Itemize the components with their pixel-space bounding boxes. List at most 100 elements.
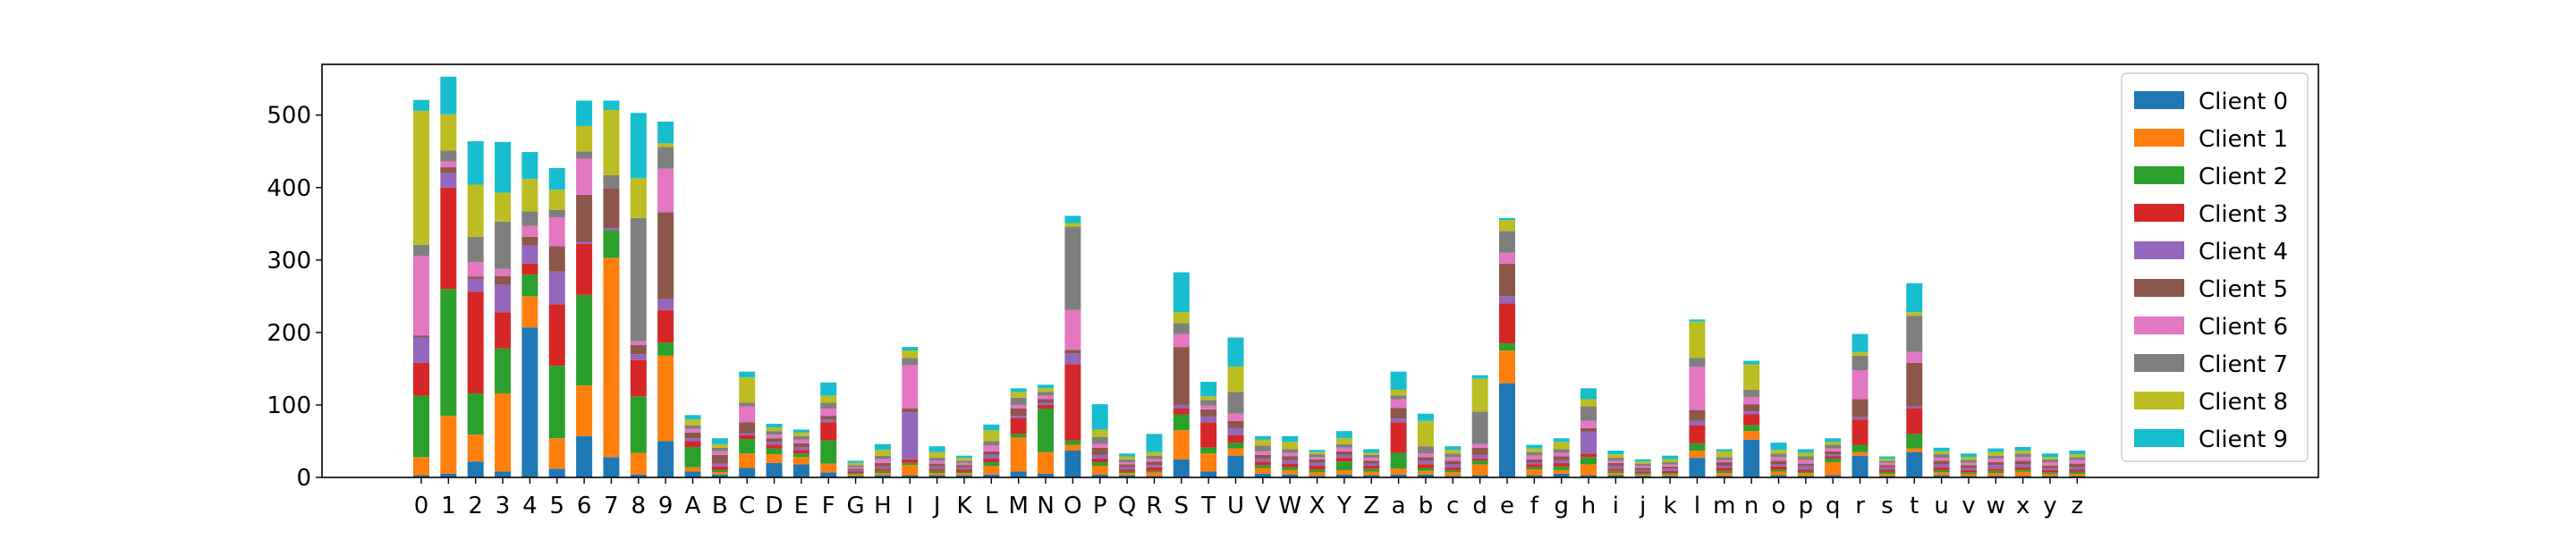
bar-segment-w-client-3 <box>1987 468 2004 471</box>
bar-segment-Q-client-9 <box>1119 453 1136 457</box>
legend-swatch <box>2134 354 2184 372</box>
bar-segment-r-client-4 <box>1852 417 1868 420</box>
bar-segment-Z-client-7 <box>1363 454 1380 459</box>
bar-segment-u-client-6 <box>1933 458 1950 461</box>
legend-label: Client 7 <box>2199 351 2288 378</box>
bar-segment-l-client-1 <box>1689 451 1706 459</box>
x-tick-label: c <box>1446 493 1459 519</box>
bar-segment-z-client-3 <box>2069 469 2086 472</box>
x-tick-label: 5 <box>549 493 564 519</box>
bar-segment-p-client-3 <box>1797 469 1814 472</box>
bar-segment-5-client-4 <box>548 271 565 305</box>
bar-segment-7-client-7 <box>603 175 620 189</box>
bar-segment-f-client-3 <box>1526 464 1543 468</box>
bar-segment-E-client-8 <box>792 432 809 436</box>
bar-segment-L-client-9 <box>983 424 1000 431</box>
bar-segment-n-client-6 <box>1743 397 1760 405</box>
bar-segment-w-client-6 <box>1987 458 2004 462</box>
bar-segment-1-client-2 <box>440 289 457 417</box>
bar-segment-w-client-2 <box>1987 470 2004 474</box>
bar-segment-l-client-6 <box>1689 366 1706 410</box>
bar-segment-Y-client-6 <box>1335 447 1352 451</box>
bar-segment-k-client-0 <box>1662 476 1679 477</box>
bar-segment-j-client-8 <box>1634 461 1651 464</box>
bar-segment-p-client-0 <box>1797 476 1814 477</box>
bar-segment-Q-client-6 <box>1119 461 1136 465</box>
bar-segment-p-client-6 <box>1797 460 1814 464</box>
x-tick-label: 4 <box>522 493 538 519</box>
bar-segment-M-client-6 <box>1010 404 1027 409</box>
bar-segment-z-client-2 <box>2069 471 2086 474</box>
bar-segment-E-client-6 <box>792 439 809 443</box>
bar-segment-G-client-3 <box>847 471 864 474</box>
bar-segment-4-client-5 <box>521 236 538 246</box>
bar-segment-4-client-3 <box>521 263 538 275</box>
bar-segment-o-client-9 <box>1770 443 1787 451</box>
bar-segment-Z-client-8 <box>1363 452 1380 455</box>
bar-segment-C-client-5 <box>739 422 756 434</box>
bar-segment-H-client-1 <box>874 473 891 476</box>
bar-segment-J-client-2 <box>928 470 945 474</box>
bar-segment-3-client-9 <box>495 141 512 193</box>
bar-segment-5-client-5 <box>548 246 565 272</box>
bar-segment-M-client-7 <box>1010 397 1027 405</box>
bar-segment-7-client-8 <box>603 110 620 176</box>
bar-segment-f-client-8 <box>1526 448 1543 452</box>
bar-segment-g-client-7 <box>1553 449 1570 453</box>
bar-segment-C-client-3 <box>739 435 756 440</box>
bar-segment-U-client-4 <box>1227 427 1244 435</box>
bar-segment-F-client-6 <box>820 409 837 417</box>
bar-segment-T-client-2 <box>1200 447 1217 454</box>
bar-segment-2-client-7 <box>467 236 484 263</box>
x-tick-label: C <box>739 493 755 519</box>
bar-segment-0-client-0 <box>413 475 429 477</box>
x-tick-label: x <box>2016 493 2029 519</box>
bar-segment-v-client-2 <box>1960 472 1977 474</box>
bar-segment-5-client-2 <box>548 366 565 439</box>
bar-segment-z-client-0 <box>2069 476 2086 477</box>
bar-segment-I-client-0 <box>902 475 919 477</box>
bar-segment-S-client-8 <box>1173 312 1190 324</box>
bar-segment-S-client-3 <box>1173 409 1190 415</box>
bar-segment-2-client-6 <box>467 262 484 277</box>
bar-segment-E-client-3 <box>792 450 809 454</box>
bar-segment-A-client-4 <box>684 438 701 442</box>
legend-label: Client 5 <box>2199 276 2288 303</box>
bar-segment-0-client-8 <box>413 110 429 245</box>
bar-segment-i-client-3 <box>1607 468 1624 471</box>
bar-segment-6-client-5 <box>576 194 593 242</box>
bar-segment-1-client-7 <box>440 150 457 162</box>
bar-segment-P-client-0 <box>1091 474 1108 477</box>
bar-segment-J-client-6 <box>928 460 945 464</box>
bar-segment-v-client-1 <box>1960 473 1977 477</box>
bar-segment-k-client-6 <box>1662 464 1679 467</box>
bar-segment-M-client-4 <box>1010 416 1027 418</box>
x-tick-label: Y <box>1336 493 1352 519</box>
bar-segment-A-client-6 <box>684 428 701 433</box>
bar-segment-7-client-5 <box>603 188 620 229</box>
bar-segment-Z-client-1 <box>1363 471 1380 476</box>
bar-segment-t-client-2 <box>1906 434 1923 449</box>
bar-segment-6-client-9 <box>576 100 593 126</box>
bar-segment-u-client-1 <box>1933 472 1950 476</box>
legend-label: Client 9 <box>2199 426 2288 453</box>
bar-segment-r-client-2 <box>1852 444 1868 452</box>
bar-segment-B-client-6 <box>711 451 728 455</box>
x-tick-label: H <box>874 493 892 519</box>
bar-segment-D-client-7 <box>766 431 783 435</box>
bar-segment-d-client-6 <box>1471 443 1488 448</box>
bar-segment-o-client-4 <box>1770 464 1787 467</box>
bar-segment-v-client-4 <box>1960 468 1977 470</box>
bar-segment-J-client-8 <box>928 451 945 459</box>
bar-segment-b-client-2 <box>1417 468 1434 471</box>
bar-segment-1-client-5 <box>440 167 457 173</box>
bar-segment-W-client-9 <box>1282 435 1299 443</box>
bar-segment-B-client-3 <box>711 466 728 470</box>
bar-segment-Y-client-4 <box>1335 454 1352 459</box>
legend: Client 0 Client 1 Client 2 Client 3 Client 4… <box>2121 72 2309 462</box>
bar-segment-g-client-4 <box>1553 460 1570 463</box>
bar-segment-g-client-9 <box>1553 438 1570 443</box>
bar-segment-h-client-8 <box>1580 399 1597 407</box>
